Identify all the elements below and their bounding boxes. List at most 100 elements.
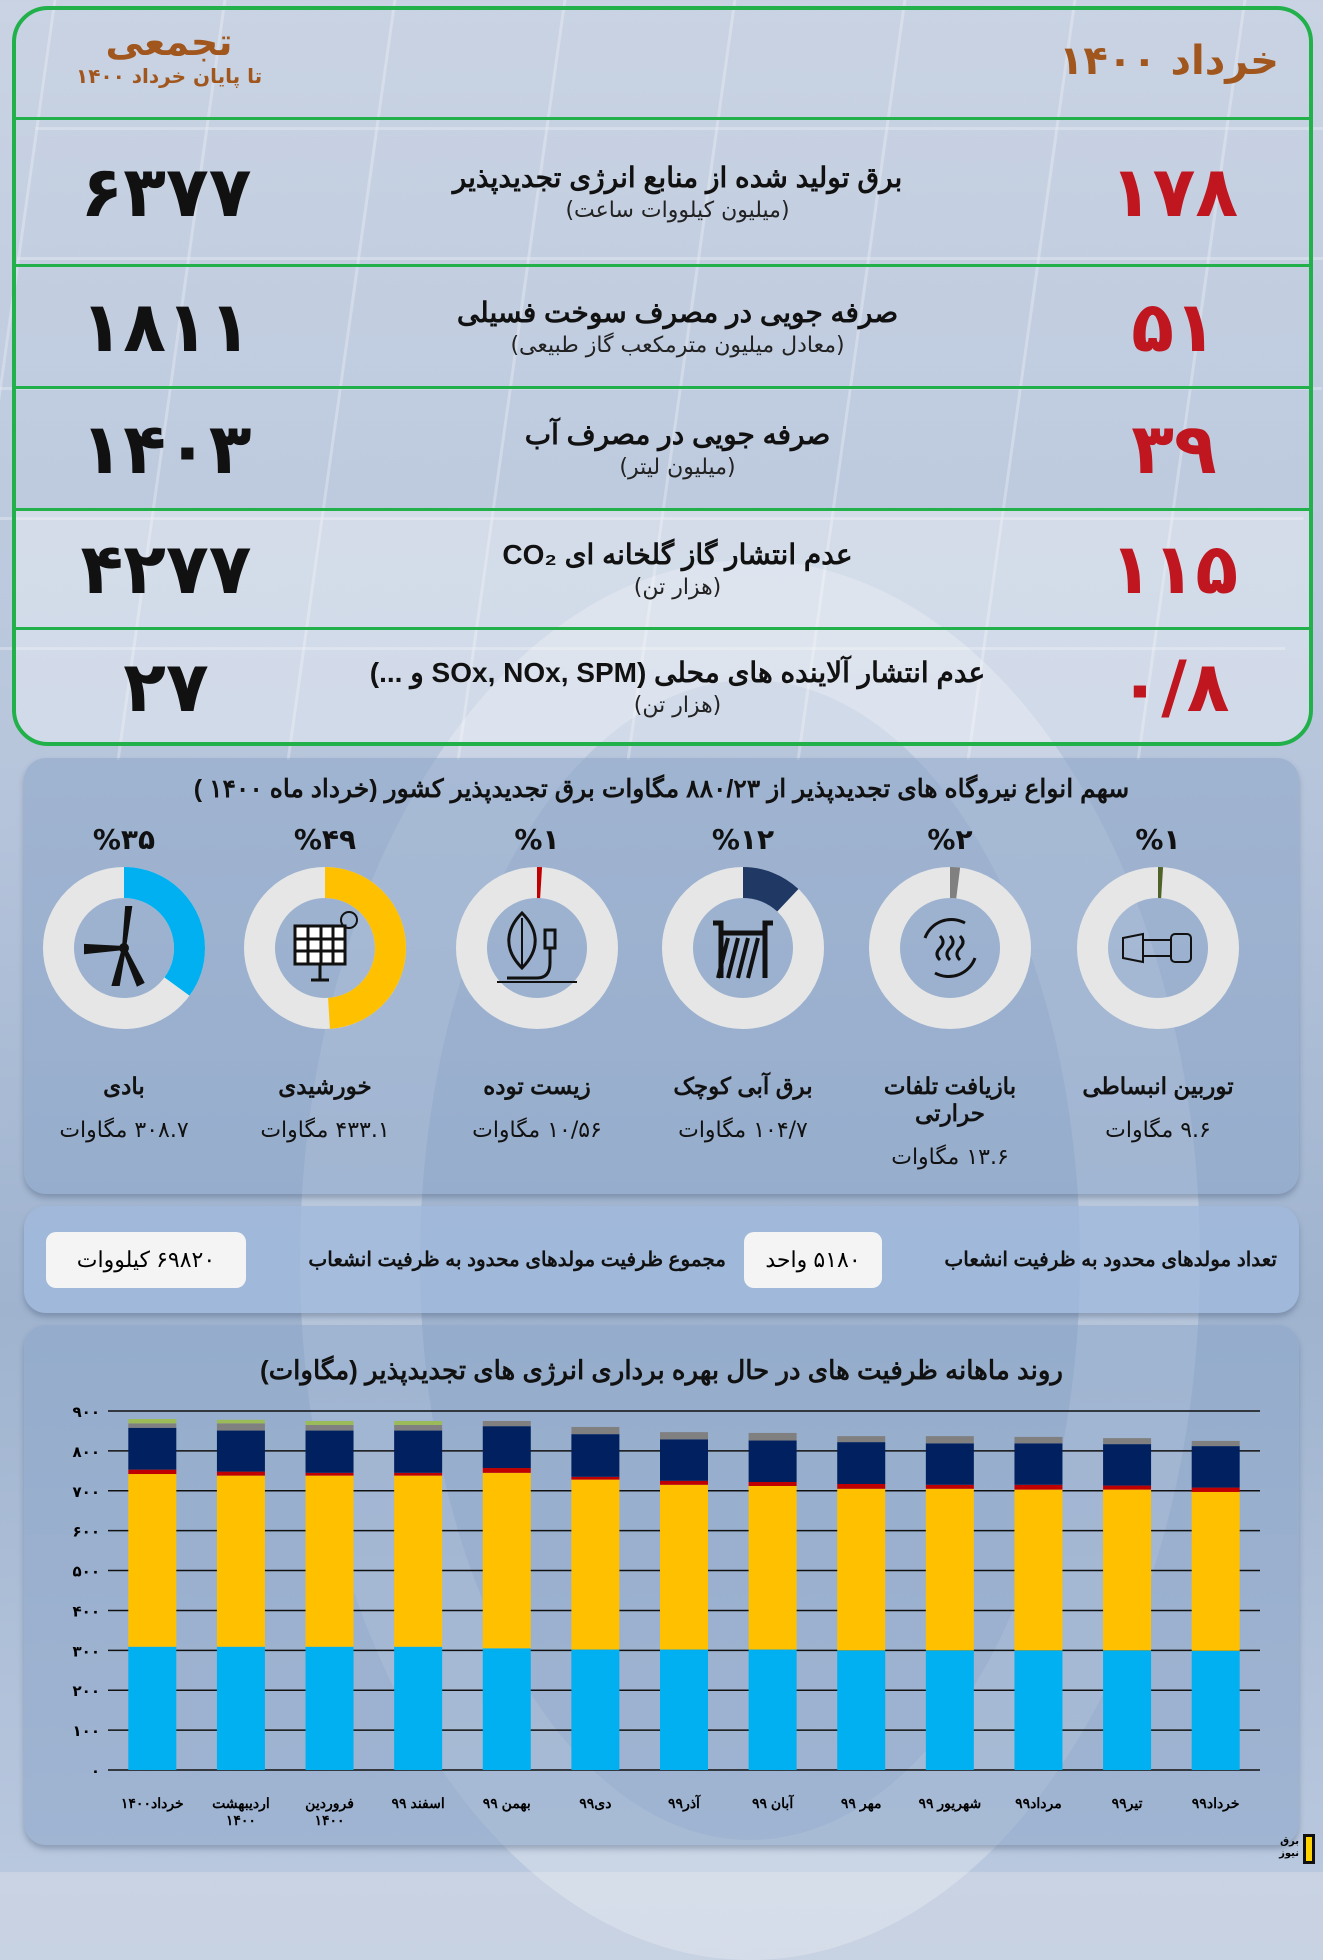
plant-capacity: ۱۰/۵۶ مگاوات [472, 1118, 602, 1143]
x-tick-label: خرداد۹۹ [1191, 1795, 1240, 1811]
bar-segment [482, 1420, 531, 1427]
bar-segment [925, 1650, 974, 1770]
bar-segment [305, 1430, 354, 1473]
cumulative-value: ۱۴۰۳ [80, 407, 252, 490]
y-tick-label: ۵۰۰ [73, 1563, 100, 1581]
plant-type-name: توربین انبساطی [1082, 1073, 1234, 1099]
x-tick-label: خرداد۱۴۰۰ [120, 1795, 184, 1811]
cumulative-value: ۴۲۷۷ [80, 528, 252, 610]
x-tick-label: تیر۹۹ [1111, 1795, 1143, 1811]
row-label: عدم انتشار آلاینده های محلی (SOx, NOx, S… [286, 630, 1069, 742]
bar-segment [394, 1424, 443, 1431]
donut-track [662, 867, 824, 1029]
x-tick-label: مرداد۹۹ [1015, 1795, 1062, 1811]
x-tick-label: اردیبهشت ۱۴۰۰ [212, 1795, 270, 1828]
bar-segment [1014, 1484, 1063, 1490]
bar-segment [571, 1434, 620, 1477]
row-title: صرفه جویی در مصرف آب [524, 418, 831, 450]
bar-segment [482, 1468, 531, 1473]
plant-type-item: %۳۵ بادی ۳۰۸.۷ مگاوات [24, 823, 224, 1143]
donut-share-arc [456, 867, 618, 1029]
solar-panel-icon [293, 911, 358, 982]
bar-segment [1103, 1438, 1152, 1445]
y-tick-label: ۹۰۰ [73, 1403, 100, 1421]
x-tick-label: مهر ۹۹ [840, 1795, 882, 1811]
cumulative-value: ۱۸۱۱ [80, 285, 252, 368]
plant-type-item: %۱ زیست توده ۱۰/۵۶ مگاوات [437, 823, 637, 1143]
stacked-bar-chart: ۰ ۱۰۰ ۲۰۰ ۳۰۰ ۴۰۰ ۵۰۰ ۶۰۰ ۷۰۰ ۸۰۰ ۹۰۰ [73, 1403, 1260, 1780]
bar-segment [216, 1430, 265, 1472]
monthly-chart-panel: روند ماهانه ظرفیت های در حال بهره برداری… [24, 1325, 1299, 1845]
chart-title: روند ماهانه ظرفیت های در حال بهره برداری… [260, 1355, 1063, 1385]
donut-chart [1077, 867, 1239, 1029]
limited-generators-panel: تعداد مولدهای محدود به ظرفیت انشعاب ۵۱۸۰… [24, 1206, 1299, 1313]
y-tick-label: ۰ [91, 1762, 100, 1780]
capacity-value: ۶۹۸۲۰ کیلووات [45, 1231, 246, 1288]
bar-segment [394, 1646, 443, 1770]
capacity-label: مجموع ظرفیت مولدهای محدود به ظرفیت انشعا… [308, 1249, 726, 1271]
bar-segment [305, 1475, 354, 1647]
bar-segment [394, 1472, 443, 1476]
x-tick-label: آذر۹۹ [668, 1795, 700, 1811]
donut-chart [662, 867, 824, 1029]
month-value: ۰/۸ [1118, 646, 1230, 728]
row-label: عدم انتشار گاز گلخانه ای CO₂ (هزار تن) [286, 511, 1069, 627]
month-value: ۳۹ [1131, 407, 1217, 490]
bar-segment [1191, 1487, 1240, 1492]
bar-segment [748, 1432, 797, 1441]
row-title: عدم انتشار آلاینده های محلی (SOx, NOx, S… [369, 657, 986, 688]
y-tick-label: ۴۰۰ [73, 1602, 100, 1620]
bar-segment [128, 1423, 177, 1428]
y-tick-label: ۱۰۰ [73, 1722, 100, 1740]
bar-segment [1191, 1440, 1240, 1447]
x-tick-label: فروردین ۱۴۰۰ [305, 1795, 354, 1828]
plant-capacity: ۱۳.۶ مگاوات [891, 1145, 1009, 1170]
bar-segment [925, 1436, 974, 1444]
bar-segment [1014, 1650, 1063, 1770]
x-tick-label: دی۹۹ [579, 1795, 612, 1811]
table-row: ۳۹ صرفه جویی در مصرف آب (میلیون لیتر) ۱۴۰… [16, 386, 1309, 508]
donut-track [1077, 867, 1239, 1029]
bar-segment [748, 1485, 797, 1650]
row-unit: (معادل میلیون مترمکعب گاز طبیعی) [510, 332, 845, 358]
table-row: ۰/۸ عدم انتشار آلاینده های محلی (SOx, NO… [16, 627, 1309, 742]
x-tick-label: آبان ۹۹ [751, 1795, 794, 1811]
bar-segment [305, 1420, 354, 1425]
bar-segment [660, 1484, 708, 1650]
bar-segment [482, 1426, 531, 1469]
table-row: ۵۱ صرفه جویی در مصرف سوخت فسیلی (معادل می… [16, 264, 1309, 386]
row-unit: (هزار تن) [633, 693, 722, 718]
cumulative-header: تجمعی تا پایان خرداد ۱۴۰۰ [76, 20, 262, 88]
cumulative-title: تجمعی [105, 20, 233, 64]
bar-segment [571, 1476, 620, 1480]
percent-label: %۱ [514, 823, 560, 856]
row-unit: (میلیون لیتر) [619, 454, 736, 480]
count-value: ۵۱۸۰ واحد [744, 1231, 882, 1288]
percent-label: %۳۵ [92, 823, 156, 856]
donut-track [456, 867, 618, 1029]
y-tick-label: ۳۰۰ [73, 1642, 100, 1660]
bar-segment [216, 1471, 265, 1476]
bar-segment [216, 1646, 265, 1770]
bar-segment [571, 1649, 620, 1770]
y-tick-label: ۶۰۰ [73, 1523, 100, 1541]
plant-type-name: برق آبی کوچک [673, 1073, 813, 1099]
month-value: ۵۱ [1131, 285, 1217, 368]
bar-segment [1103, 1485, 1152, 1490]
donut-share-arc [43, 867, 205, 1029]
bar-segment [305, 1472, 354, 1476]
expansion-turbine-icon [1122, 932, 1192, 964]
donut-chart [869, 867, 1031, 1029]
plant-type-name: خورشیدی [278, 1073, 372, 1099]
plant-capacity: ۴۳۳.۱ مگاوات [260, 1118, 390, 1143]
bar-segment [571, 1479, 620, 1650]
cumulative-value: ۶۳۷۷ [80, 151, 252, 233]
plant-type-item: %۱ توربین انبساطی ۹.۶ مگاوات [1058, 823, 1258, 1143]
bar-segment [216, 1419, 265, 1424]
row-title: عدم انتشار گاز گلخانه ای CO₂ [502, 539, 853, 570]
row-label: برق تولید شده از منابع انرژی تجدیدپذیر (م… [286, 120, 1069, 264]
donut-share-arc [244, 867, 406, 1029]
share-panel: سهم انواع نیروگاه های تجدیدپذیر از ۸۸۰/۲… [24, 758, 1299, 1194]
y-tick-label: ۸۰۰ [73, 1443, 100, 1461]
bar-segment [1014, 1436, 1063, 1444]
